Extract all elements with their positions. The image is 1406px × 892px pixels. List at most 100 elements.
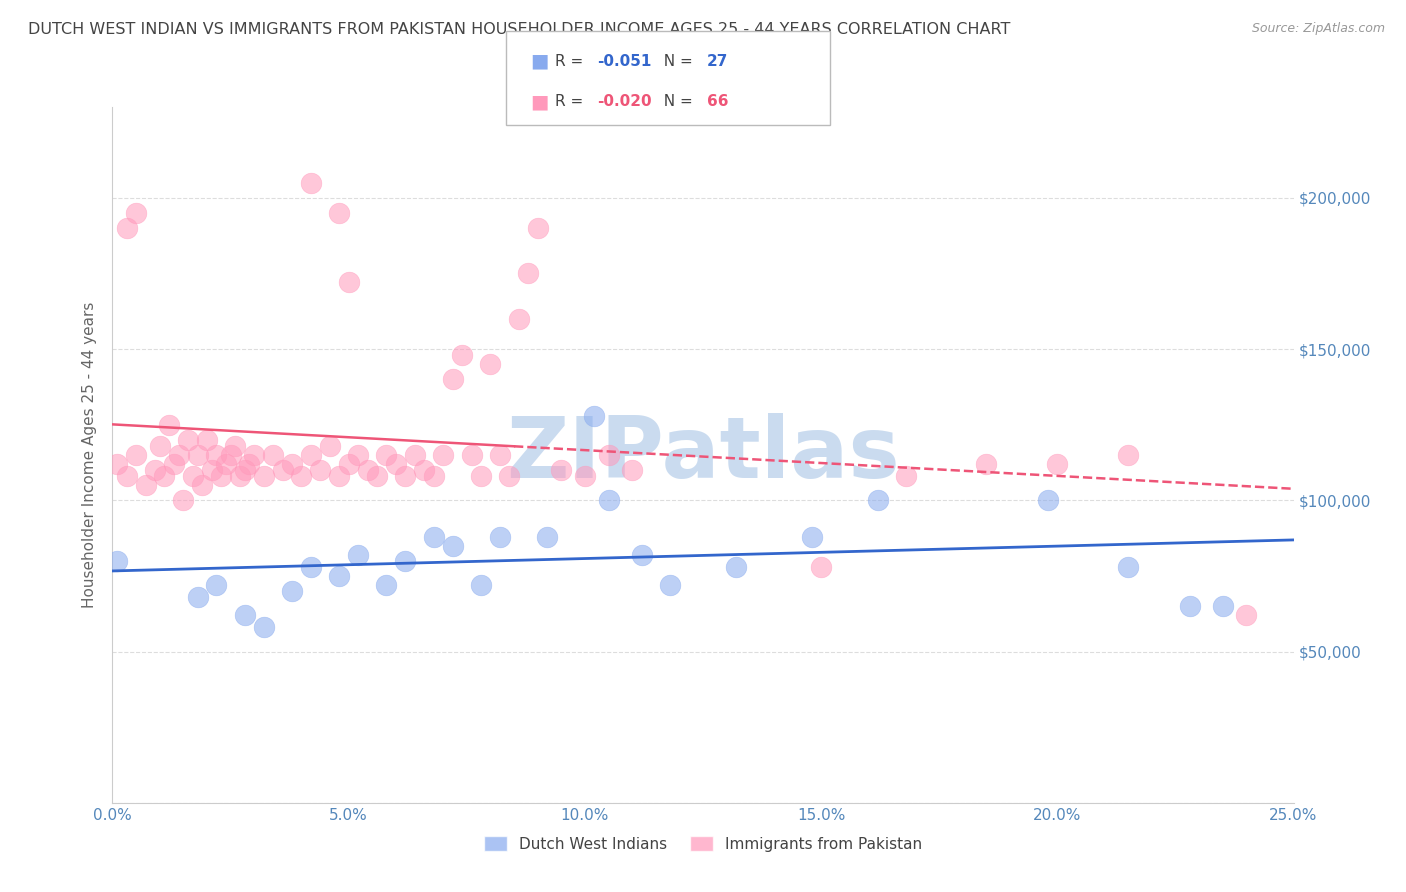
Point (299, 559, 322, 574)
Point (328, 469, 350, 483)
Point (1036, 493, 1059, 508)
Point (621, 463, 644, 477)
Point (810, 559, 832, 574)
Text: -0.020: -0.020 (598, 95, 652, 110)
Point (526, 221, 548, 235)
Point (219, 448, 242, 462)
Point (233, 463, 256, 477)
Text: R =: R = (555, 54, 589, 69)
Point (238, 457, 260, 471)
Point (215, 457, 238, 471)
Point (498, 469, 520, 483)
Text: R =: R = (555, 95, 589, 110)
Point (598, 493, 620, 508)
Point (233, 608, 256, 623)
Point (1046, 457, 1069, 471)
Point (470, 469, 492, 483)
Text: N =: N = (654, 95, 697, 110)
Point (489, 530, 512, 544)
Point (404, 448, 426, 462)
Point (375, 578, 398, 592)
Point (574, 469, 596, 483)
Point (460, 448, 482, 462)
Text: ■: ■ (530, 52, 548, 70)
Point (508, 311, 530, 326)
Point (167, 448, 190, 462)
Point (800, 530, 823, 544)
Point (337, 457, 360, 471)
Point (375, 448, 398, 462)
Point (630, 548, 652, 562)
Point (253, 620, 276, 634)
Point (658, 578, 681, 592)
Point (413, 463, 436, 477)
Point (366, 469, 388, 483)
Point (243, 448, 266, 462)
Point (262, 448, 284, 462)
Point (201, 463, 224, 477)
Point (115, 469, 138, 483)
Text: Source: ZipAtlas.com: Source: ZipAtlas.com (1251, 22, 1385, 36)
Point (195, 433, 218, 447)
Text: 66: 66 (707, 95, 728, 110)
Point (1234, 608, 1257, 623)
Point (337, 276, 360, 290)
Point (290, 469, 312, 483)
Point (451, 348, 474, 362)
Point (172, 493, 194, 508)
Point (328, 206, 350, 220)
Point (143, 463, 166, 477)
Point (181, 469, 204, 483)
Point (347, 548, 370, 562)
Point (224, 439, 246, 453)
Point (115, 221, 138, 235)
Text: 27: 27 (707, 54, 728, 69)
Point (550, 463, 572, 477)
Point (1116, 559, 1139, 574)
Point (253, 469, 276, 483)
Point (894, 469, 917, 483)
Point (163, 457, 186, 471)
Point (517, 267, 540, 281)
Point (125, 206, 148, 220)
Point (105, 554, 128, 568)
Point (309, 463, 332, 477)
Text: -0.051: -0.051 (598, 54, 652, 69)
Point (209, 469, 232, 483)
Point (356, 463, 378, 477)
Point (299, 448, 322, 462)
Text: DUTCH WEST INDIAN VS IMMIGRANTS FROM PAKISTAN HOUSEHOLDER INCOME AGES 25 - 44 YE: DUTCH WEST INDIAN VS IMMIGRANTS FROM PAK… (28, 22, 1011, 37)
Point (432, 448, 454, 462)
Text: N =: N = (654, 54, 697, 69)
Legend: Dutch West Indians, Immigrants from Pakistan: Dutch West Indians, Immigrants from Paki… (478, 830, 928, 858)
Point (125, 448, 148, 462)
Point (536, 530, 558, 544)
Point (135, 478, 157, 492)
Point (489, 448, 512, 462)
Point (422, 530, 444, 544)
Point (976, 457, 998, 471)
Point (105, 457, 128, 471)
Point (299, 176, 322, 190)
Point (177, 433, 200, 447)
Point (328, 569, 350, 583)
Point (186, 590, 208, 604)
Point (281, 584, 304, 599)
Point (191, 478, 214, 492)
Point (186, 448, 208, 462)
Point (725, 559, 748, 574)
Point (157, 417, 180, 432)
Point (394, 469, 416, 483)
Point (598, 448, 620, 462)
Point (149, 439, 172, 453)
Point (319, 439, 342, 453)
Point (1212, 599, 1234, 614)
Point (394, 554, 416, 568)
Point (205, 448, 228, 462)
Point (583, 409, 606, 423)
Point (281, 457, 304, 471)
Point (1178, 599, 1201, 614)
Y-axis label: Householder Income Ages 25 - 44 years: Householder Income Ages 25 - 44 years (82, 301, 97, 608)
Point (229, 469, 252, 483)
Point (1116, 448, 1139, 462)
